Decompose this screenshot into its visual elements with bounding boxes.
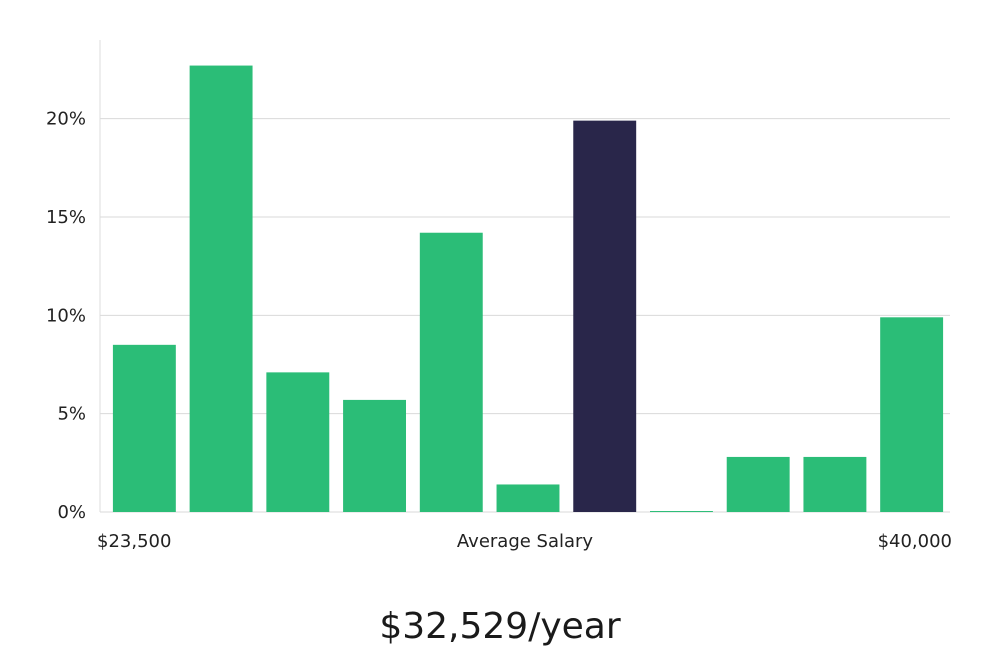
y-tick-label: 15% (46, 207, 86, 228)
y-tick-labels: 0% 5% 10% 15% 20% (46, 109, 86, 523)
bar-highlight (573, 120, 637, 512)
salary-distribution-chart: 0% 5% 10% 15% 20% $23,500 Average Salary $40… (46, 40, 952, 552)
bar (419, 232, 483, 512)
bar (649, 511, 713, 513)
y-tick-label: 10% (46, 305, 86, 326)
average-salary-headline: $32,529/year (379, 606, 621, 647)
y-tick-label: 5% (57, 404, 86, 425)
bar (343, 399, 407, 512)
bar (112, 344, 176, 512)
bar (803, 456, 867, 512)
bar (880, 317, 944, 512)
bar (726, 456, 790, 512)
y-tick-label: 0% (57, 502, 86, 523)
x-label-max: $40,000 (878, 531, 952, 552)
bars (112, 65, 944, 513)
x-label-min: $23,500 (97, 531, 171, 552)
bar (189, 65, 253, 513)
y-tick-label: 20% (46, 109, 86, 130)
bar (266, 372, 330, 512)
bar (496, 484, 560, 512)
x-label-center: Average Salary (457, 531, 594, 552)
